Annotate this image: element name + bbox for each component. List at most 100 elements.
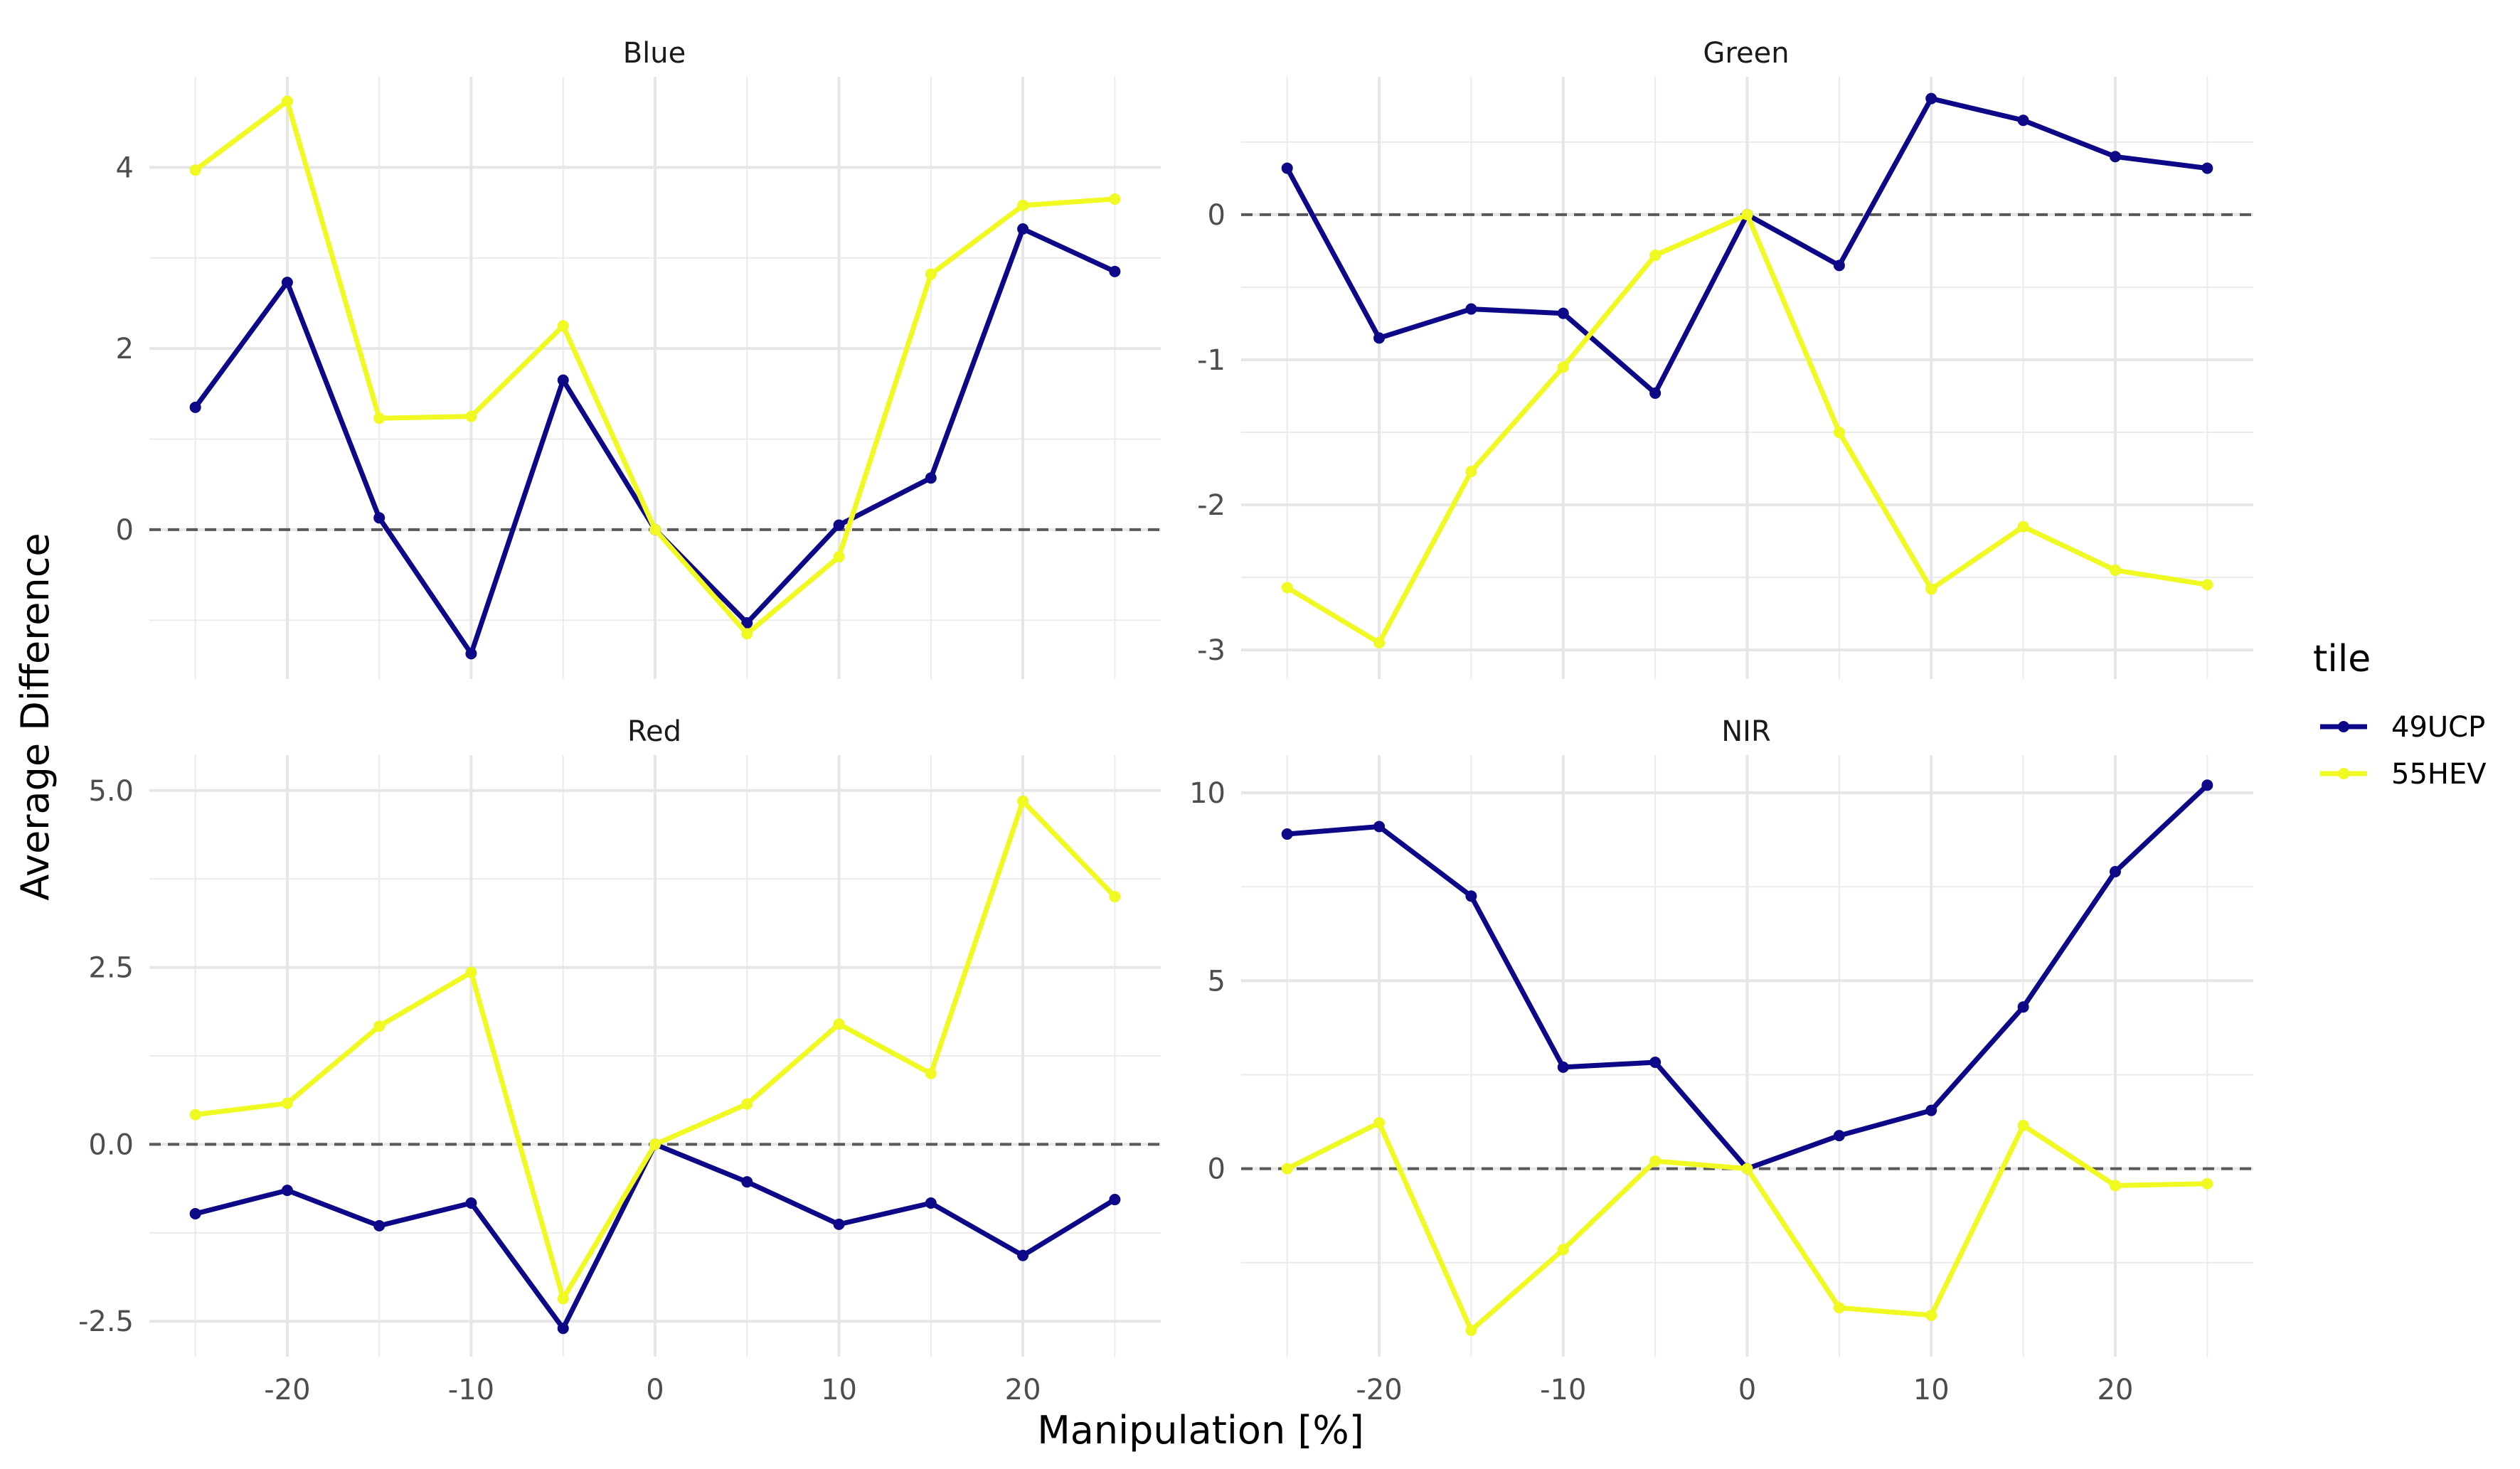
data-point-55hev-blue	[1109, 193, 1121, 205]
data-point-55hev-green	[1649, 250, 1662, 262]
data-point-55hev-blue	[1017, 199, 1029, 211]
data-point-49ucp-green	[1649, 387, 1662, 399]
data-point-55hev-green	[1373, 636, 1386, 648]
panel-nir: NIR 0 5 10 -20 -10 0 10 20	[1189, 715, 2253, 1406]
data-point-55hev-nir	[2109, 1180, 2121, 1192]
x-tick-label-nir: 20	[2098, 1374, 2134, 1406]
y-tick-label-green: -2	[1197, 489, 1226, 522]
data-point-55hev-red	[281, 1097, 293, 1109]
data-point-55hev-blue	[925, 268, 937, 280]
data-point-49ucp-blue	[557, 374, 569, 386]
data-point-55hev-green	[1465, 466, 1477, 478]
y-tick-label-red: -2.5	[78, 1305, 134, 1338]
data-point-55hev-green	[1833, 427, 1845, 439]
x-tick-label-nir: 0	[1738, 1374, 1756, 1406]
data-point-55hev-blue	[465, 410, 477, 422]
legend-title: tile	[2313, 638, 2371, 680]
x-tick-label-nir: 10	[1913, 1374, 1950, 1406]
data-point-55hev-red	[649, 1138, 661, 1150]
data-point-55hev-red	[833, 1018, 845, 1030]
data-point-55hev-red	[925, 1067, 937, 1079]
gridlines-red	[149, 755, 1161, 1357]
data-point-49ucp-blue	[1017, 223, 1029, 235]
data-point-55hev-nir	[1833, 1302, 1845, 1314]
data-point-49ucp-green	[2201, 162, 2213, 174]
x-tick-label-nir: -10	[1540, 1374, 1586, 1406]
panel-red: Red -2.5 0.0 2.5 5.0 -20 -10 0 10 20	[78, 715, 1161, 1406]
x-tick-label-red: -10	[448, 1374, 494, 1406]
data-point-49ucp-blue	[465, 648, 477, 660]
x-axis-title: Manipulation [%]	[1037, 1408, 1364, 1453]
data-point-55hev-nir	[1557, 1244, 1569, 1256]
panel-green: Green -3 -2 -1 0	[1197, 37, 2253, 679]
data-point-49ucp-blue	[373, 512, 386, 524]
legend-key-point-55hev	[2338, 768, 2349, 779]
y-tick-label-blue: 0	[116, 514, 134, 547]
data-point-49ucp-red	[833, 1218, 845, 1230]
data-point-49ucp-red	[741, 1176, 753, 1188]
data-point-55hev-blue	[557, 320, 569, 332]
data-point-49ucp-blue	[281, 277, 293, 289]
data-point-49ucp-blue	[833, 519, 845, 531]
data-point-49ucp-nir	[1373, 821, 1386, 833]
x-tick-label-nir: -20	[1356, 1374, 1402, 1406]
data-point-55hev-green	[2201, 579, 2213, 591]
data-point-55hev-nir	[2201, 1177, 2213, 1190]
data-point-49ucp-green	[1833, 260, 1845, 272]
panel-title-blue: Blue	[623, 37, 686, 70]
legend-label-55hev: 55HEV	[2391, 758, 2487, 791]
data-point-55hev-green	[1281, 582, 1293, 594]
data-point-55hev-nir	[1373, 1117, 1386, 1129]
data-point-55hev-blue	[281, 95, 293, 107]
data-point-55hev-nir	[2017, 1119, 2029, 1131]
y-tick-label-nir: 10	[1189, 777, 1226, 810]
y-tick-label-red: 0.0	[88, 1128, 134, 1161]
y-tick-label-nir: 5	[1208, 965, 1226, 998]
data-point-49ucp-red	[925, 1197, 937, 1209]
y-axis-title: Average Difference	[13, 533, 58, 900]
data-point-49ucp-red	[1017, 1249, 1029, 1261]
data-point-55hev-blue	[189, 164, 201, 176]
data-point-49ucp-green	[1925, 92, 1937, 105]
legend: tile 49UCP 55HEV	[2313, 638, 2487, 791]
data-point-49ucp-nir	[1281, 828, 1293, 840]
panel-title-green: Green	[1703, 37, 1789, 70]
data-point-55hev-nir	[1925, 1309, 1937, 1321]
data-point-49ucp-green	[1465, 303, 1477, 315]
x-tick-label-red: 10	[821, 1374, 857, 1406]
y-tick-label-red: 5.0	[88, 775, 134, 808]
data-point-49ucp-red	[1109, 1194, 1121, 1206]
data-point-55hev-red	[1109, 891, 1121, 903]
y-tick-label-nir: 0	[1208, 1153, 1226, 1186]
data-point-49ucp-red	[465, 1197, 477, 1209]
legend-key-point-49ucp	[2338, 721, 2349, 732]
x-tick-label-red: 20	[1005, 1374, 1041, 1406]
data-point-55hev-red	[189, 1109, 201, 1121]
data-point-49ucp-nir	[1465, 890, 1477, 902]
y-tick-label-red: 2.5	[88, 952, 134, 985]
panel-title-nir: NIR	[1721, 715, 1771, 748]
y-tick-label-blue: 4	[116, 151, 134, 184]
data-point-49ucp-nir	[1557, 1061, 1569, 1073]
data-point-49ucp-nir	[2109, 865, 2121, 877]
data-point-49ucp-nir	[1925, 1104, 1937, 1116]
data-point-49ucp-blue	[925, 472, 937, 484]
data-point-49ucp-red	[189, 1207, 201, 1219]
x-tick-label-red: -20	[264, 1374, 310, 1406]
data-point-49ucp-blue	[1109, 265, 1121, 277]
data-point-49ucp-nir	[2017, 1001, 2029, 1013]
data-point-49ucp-blue	[189, 401, 201, 413]
data-point-49ucp-red	[281, 1185, 293, 1197]
data-point-49ucp-green	[1373, 332, 1386, 344]
data-point-55hev-blue	[373, 412, 386, 424]
data-point-55hev-green	[1925, 583, 1937, 595]
data-point-55hev-green	[2109, 564, 2121, 576]
y-tick-label-green: -1	[1197, 344, 1226, 377]
data-point-55hev-nir	[1281, 1163, 1293, 1175]
panel-blue: Blue 0 2 4	[116, 37, 1161, 679]
data-point-55hev-red	[465, 966, 477, 978]
panel-title-red: Red	[627, 715, 681, 748]
data-point-55hev-red	[557, 1293, 569, 1305]
